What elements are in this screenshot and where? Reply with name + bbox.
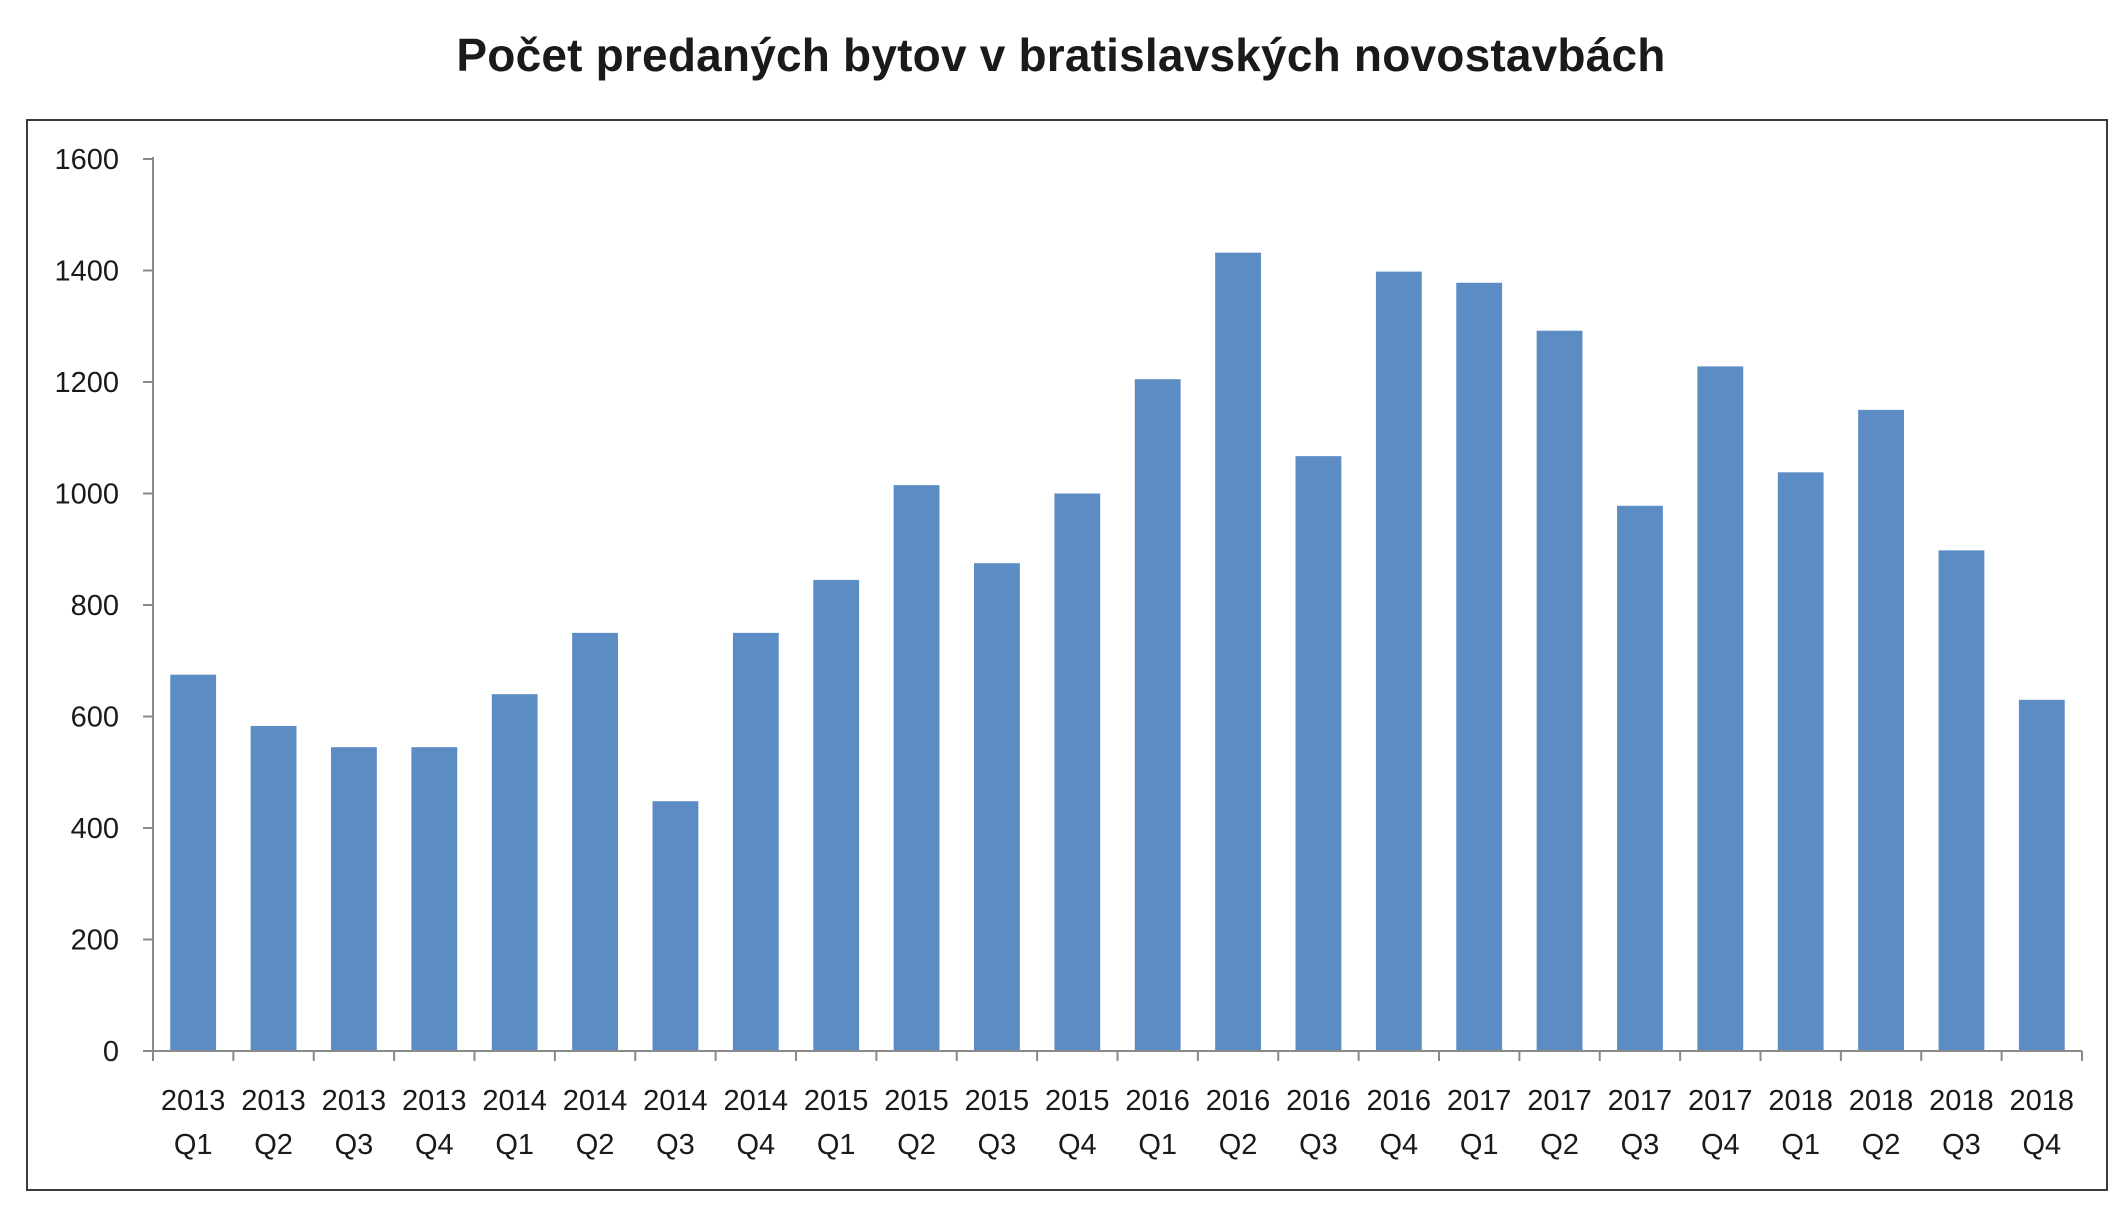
x-category-quarter-label: Q2 (576, 1129, 615, 1161)
bar (1295, 456, 1342, 1052)
x-category-quarter-label: Q2 (1540, 1129, 1579, 1161)
x-category-quarter-label: Q1 (1460, 1129, 1499, 1161)
bar (572, 632, 618, 1051)
bar (1858, 409, 1904, 1051)
x-category-year-label: 2018 (2010, 1085, 2075, 1117)
x-category-year-label: 2018 (1849, 1085, 1914, 1117)
x-category-quarter-label: Q2 (897, 1129, 936, 1161)
bar (411, 747, 458, 1051)
x-category-year-label: 2016 (1367, 1085, 1432, 1117)
bar (250, 725, 297, 1051)
bar (1536, 330, 1583, 1052)
x-category-year-label: 2014 (482, 1085, 547, 1117)
bar (491, 694, 538, 1051)
x-category-year-label: 2016 (1125, 1085, 1190, 1117)
x-category-year-label: 2014 (724, 1085, 789, 1117)
x-category-quarter-label: Q2 (1862, 1129, 1901, 1161)
x-category-quarter-label: Q1 (1781, 1129, 1820, 1161)
x-category-year-label: 2016 (1286, 1085, 1351, 1117)
bar (893, 485, 940, 1051)
x-category-year-label: 2014 (563, 1085, 628, 1117)
x-category-year-label: 2017 (1688, 1085, 1753, 1117)
x-category-quarter-label: Q3 (978, 1129, 1017, 1161)
y-tick-label: 1400 (54, 256, 119, 288)
x-category-quarter-label: Q4 (1058, 1129, 1097, 1161)
y-tick-label: 0 (103, 1036, 119, 1068)
bar (974, 563, 1020, 1051)
y-tick-label: 1200 (54, 367, 119, 399)
x-category-year-label: 2018 (1768, 1085, 1833, 1117)
bar (732, 632, 779, 1051)
x-category-quarter-label: Q2 (1219, 1129, 1258, 1161)
x-category-year-label: 2015 (884, 1085, 949, 1117)
x-category-quarter-label: Q4 (415, 1129, 454, 1161)
x-category-quarter-label: Q3 (1621, 1129, 1660, 1161)
x-category-quarter-label: Q1 (174, 1129, 213, 1161)
bar (1134, 379, 1181, 1051)
x-category-year-label: 2017 (1447, 1085, 1512, 1117)
x-category-quarter-label: Q4 (1701, 1129, 1740, 1161)
x-category-quarter-label: Q4 (736, 1129, 775, 1161)
x-category-year-label: 2017 (1527, 1085, 1592, 1117)
x-category-year-label: 2013 (161, 1085, 226, 1117)
x-category-quarter-label: Q2 (254, 1129, 293, 1161)
bar (170, 674, 217, 1051)
x-category-year-label: 2015 (804, 1085, 869, 1117)
y-tick-label: 200 (71, 925, 119, 957)
x-category-quarter-label: Q1 (495, 1129, 534, 1161)
bar (331, 747, 377, 1051)
x-category-quarter-label: Q3 (656, 1129, 695, 1161)
y-tick-label: 600 (71, 702, 119, 734)
x-category-quarter-label: Q1 (817, 1129, 856, 1161)
bar (1697, 366, 1744, 1051)
x-category-year-label: 2016 (1206, 1085, 1271, 1117)
y-tick-label: 800 (71, 590, 119, 622)
x-category-year-label: 2017 (1608, 1085, 1673, 1117)
x-category-quarter-label: Q1 (1138, 1129, 1177, 1161)
bar (1617, 505, 1663, 1051)
x-category-year-label: 2014 (643, 1085, 708, 1117)
y-tick-label: 1600 (54, 144, 119, 176)
x-category-quarter-label: Q3 (335, 1129, 374, 1161)
bar (1938, 550, 1985, 1051)
x-category-quarter-label: Q3 (1299, 1129, 1338, 1161)
x-category-year-label: 2015 (1045, 1085, 1110, 1117)
bar (1375, 271, 1422, 1051)
y-tick-label: 400 (71, 813, 119, 845)
x-category-year-label: 2013 (402, 1085, 467, 1117)
x-category-quarter-label: Q4 (1379, 1129, 1418, 1161)
x-category-year-label: 2015 (965, 1085, 1030, 1117)
x-category-year-label: 2018 (1929, 1085, 1994, 1117)
bar (1054, 493, 1101, 1051)
chart-frame (26, 119, 2108, 1191)
bar (2018, 699, 2065, 1051)
bar (1777, 472, 1824, 1051)
bar (813, 579, 860, 1051)
chart-title: Počet predaných bytov v bratislavských n… (456, 29, 1666, 81)
x-category-quarter-label: Q4 (2022, 1129, 2061, 1161)
bar (1215, 252, 1261, 1051)
bar (652, 801, 699, 1051)
x-category-year-label: 2013 (322, 1085, 387, 1117)
y-tick-label: 1000 (54, 479, 119, 511)
x-category-year-label: 2013 (241, 1085, 306, 1117)
bar (1456, 282, 1503, 1051)
x-category-quarter-label: Q3 (1942, 1129, 1981, 1161)
